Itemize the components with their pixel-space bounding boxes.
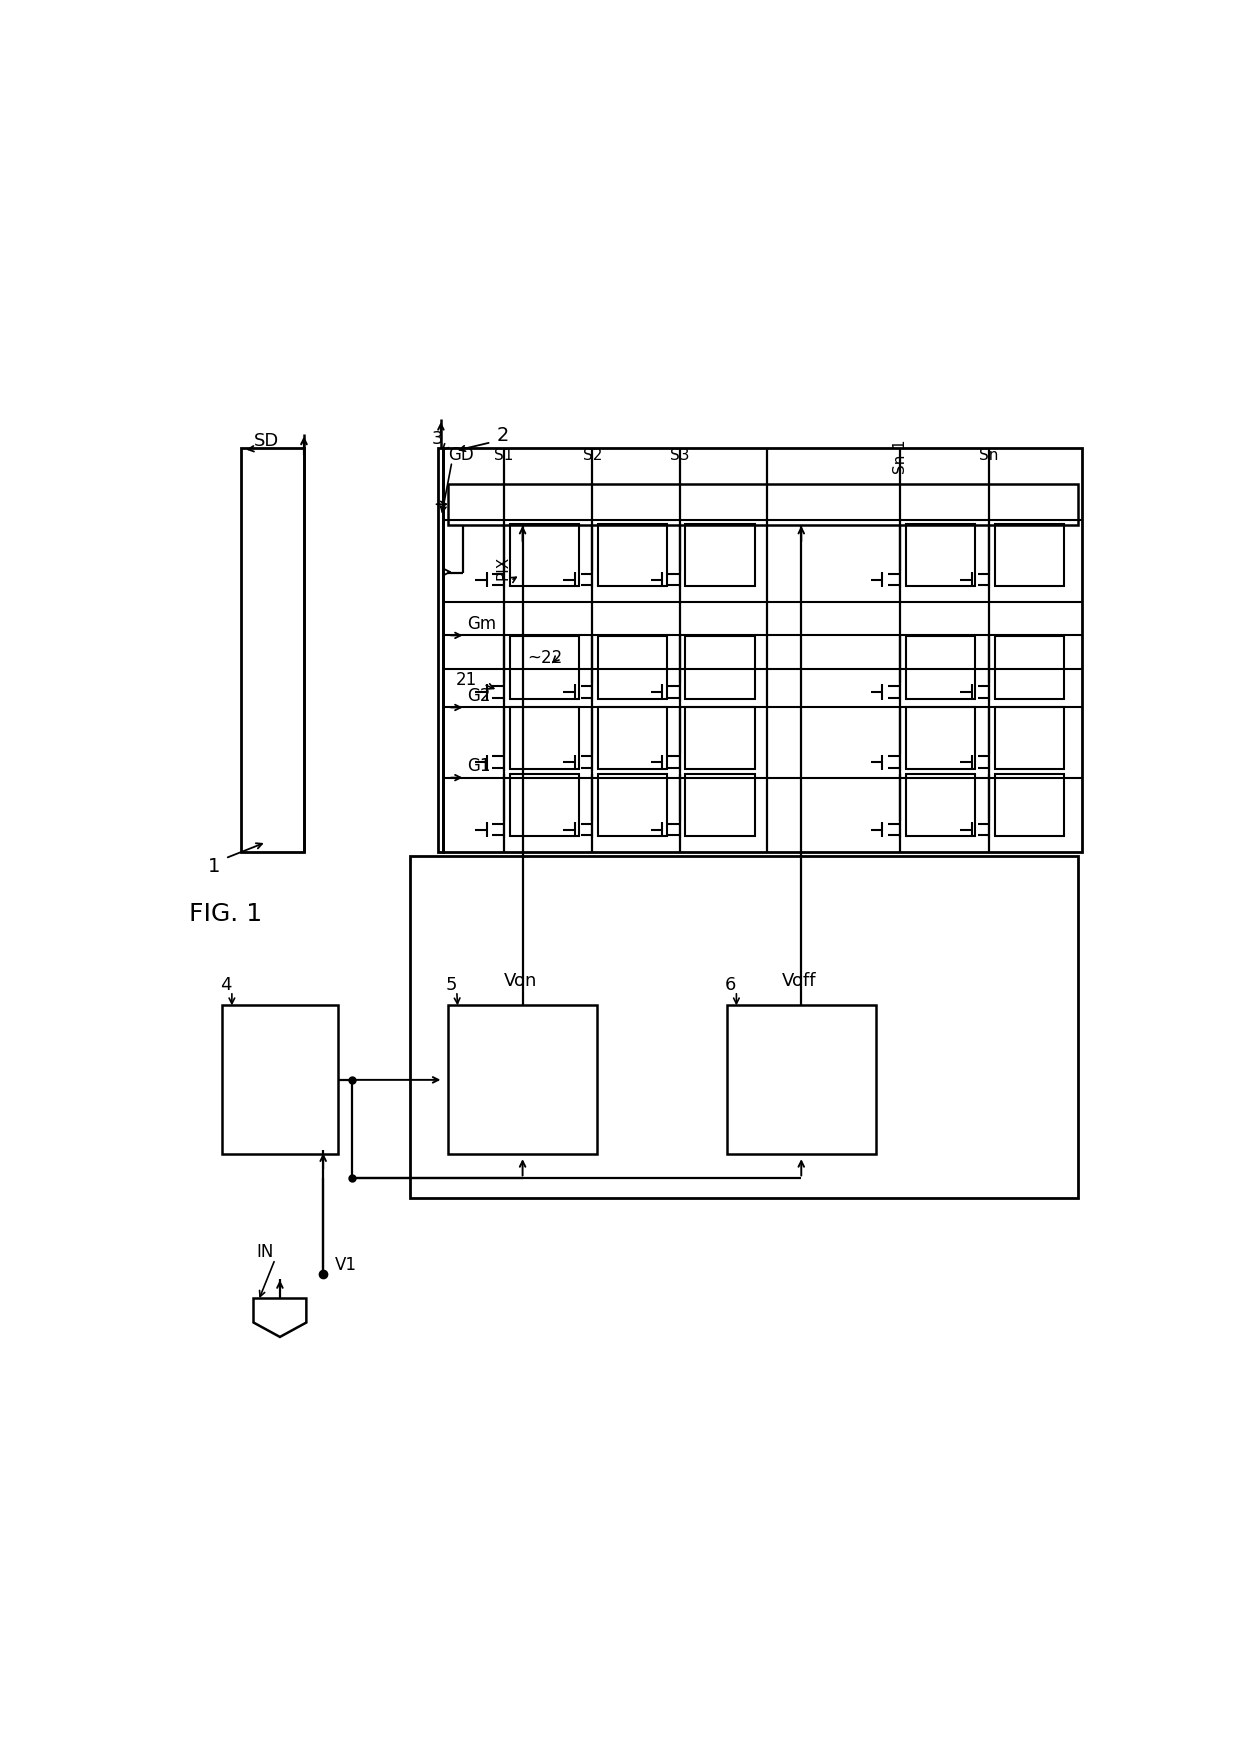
Text: SD: SD	[254, 433, 279, 451]
Text: 21: 21	[455, 671, 477, 689]
Bar	[598, 636, 667, 699]
Bar	[439, 449, 444, 852]
Text: G2: G2	[467, 687, 491, 705]
Text: Sn: Sn	[980, 449, 999, 463]
Bar	[994, 706, 1064, 770]
Bar	[448, 484, 1078, 524]
Bar	[686, 636, 755, 699]
Text: ~22: ~22	[527, 649, 563, 666]
Bar	[598, 706, 667, 770]
Bar	[510, 773, 579, 836]
Text: 3: 3	[432, 429, 443, 449]
Bar	[242, 449, 304, 852]
Text: GD: GD	[448, 445, 474, 465]
Bar	[686, 706, 755, 770]
Bar	[448, 1006, 596, 1153]
Bar	[510, 706, 579, 770]
Text: S2: S2	[583, 449, 601, 463]
Bar	[598, 773, 667, 836]
Bar	[510, 524, 579, 587]
Bar	[409, 857, 1078, 1197]
Text: PIX: PIX	[496, 556, 511, 580]
Bar	[905, 706, 975, 770]
Text: 6: 6	[725, 976, 737, 994]
Bar	[510, 636, 579, 699]
Text: Gm: Gm	[467, 615, 496, 633]
Text: IN: IN	[257, 1243, 274, 1262]
Bar	[444, 449, 1083, 852]
Bar	[905, 773, 975, 836]
Bar	[598, 524, 667, 587]
Text: Voff: Voff	[781, 973, 816, 990]
Bar	[994, 524, 1064, 587]
Bar	[727, 1006, 875, 1153]
Text: S1: S1	[495, 449, 513, 463]
Bar	[994, 773, 1064, 836]
Bar	[222, 1006, 337, 1153]
Text: 4: 4	[221, 976, 232, 994]
Text: Von: Von	[503, 973, 537, 990]
Text: V1: V1	[335, 1255, 357, 1274]
Text: S3: S3	[670, 449, 689, 463]
Bar	[686, 524, 755, 587]
Text: 1: 1	[208, 857, 221, 875]
Text: G1: G1	[467, 757, 491, 775]
Bar	[905, 524, 975, 587]
Bar	[686, 773, 755, 836]
Text: 2: 2	[496, 426, 508, 445]
Text: Sn-1: Sn-1	[893, 438, 908, 473]
Text: 5: 5	[445, 976, 456, 994]
Bar	[905, 636, 975, 699]
Text: FIG. 1: FIG. 1	[188, 903, 262, 926]
Bar	[994, 636, 1064, 699]
